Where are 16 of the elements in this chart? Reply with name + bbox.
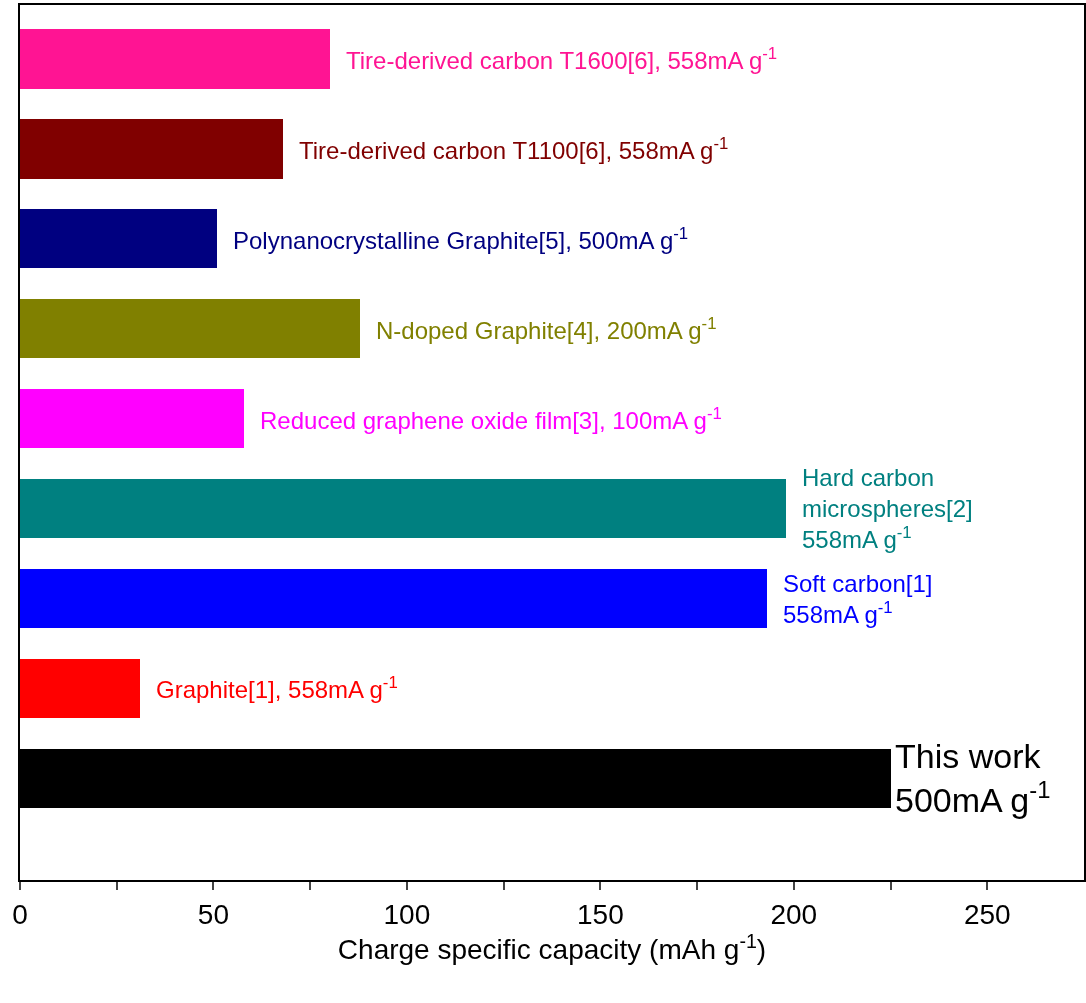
x-tick-label: 0 [12, 898, 28, 930]
x-axis-title: Charge specific capacity (mAh g$^{-1}$) [337, 929, 767, 966]
series-label: This work 500mA g$^{-1}$ [895, 737, 1051, 820]
x-tick-label: 250 [963, 898, 1011, 930]
x-tick-label: 150 [577, 898, 624, 930]
series-label: Hard carbon microspheres[2] 558mA g$^{-1}$ [802, 464, 973, 554]
series-label: Reduced graphene oxide film[3], 100mA g$^{-1}$ [260, 404, 722, 435]
series-label: Polynanocrystalline Graphite[5], 500mA g$^{-1}$ [233, 224, 689, 255]
series-label: Soft carbon[1] 558mA g$^{-1}$ [783, 570, 933, 629]
series-label: Tire-derived carbon T1600[6], 558mA g$^{-1}$ [346, 44, 778, 75]
series-label: Tire-derived carbon T1100[6], 558mA g$^{-1}$ [299, 134, 729, 165]
x-tick-label: 200 [770, 898, 818, 930]
series-label: Graphite[1], 558mA g$^{-1}$ [156, 673, 398, 704]
series-label: N-doped Graphite[4], 200mA g$^{-1}$ [376, 314, 717, 345]
x-tick-label: 50 [197, 898, 230, 930]
x-tick-label: 100 [383, 898, 431, 930]
